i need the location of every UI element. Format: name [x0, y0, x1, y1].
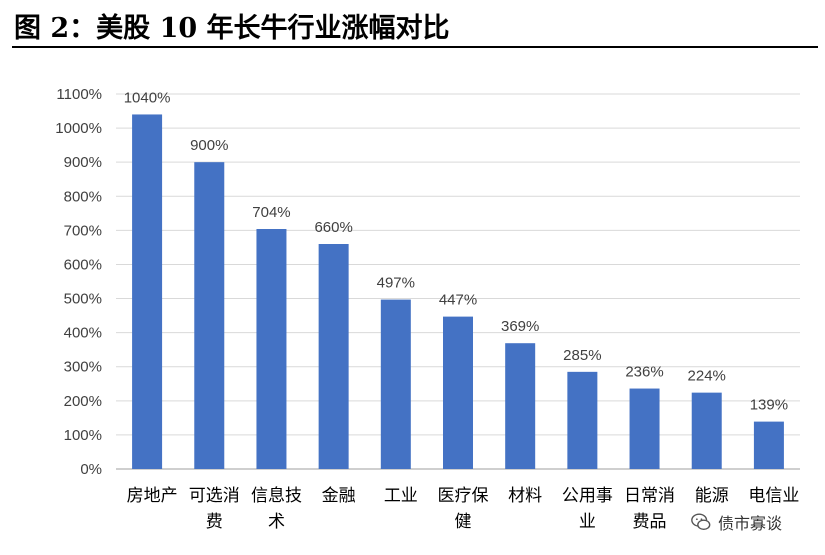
bar — [629, 388, 660, 469]
x-tick-label: 公用事 — [562, 486, 613, 506]
x-tick-label: 信息技 — [251, 486, 302, 506]
x-tick-label: 健 — [455, 512, 472, 532]
x-tick-label: 金融 — [322, 486, 356, 506]
x-tick-label: 材料 — [508, 486, 542, 506]
data-label: 369% — [501, 318, 539, 335]
data-label: 285% — [563, 347, 601, 364]
data-label: 224% — [688, 368, 726, 385]
x-tick-label: 业 — [579, 512, 596, 532]
x-tick-label: 能源 — [695, 486, 729, 506]
x-tick-label: 可选消 — [189, 486, 240, 506]
y-tick-label: 1100% — [56, 86, 102, 103]
watermark-text: 债市寡谈 — [718, 514, 783, 533]
chart-title: 图 2：美股 10 年长牛行业涨幅对比 — [14, 13, 450, 44]
bar — [194, 162, 225, 469]
bar — [505, 343, 536, 469]
data-label: 900% — [190, 137, 228, 154]
x-tick-label: 医疗保 — [438, 486, 489, 506]
data-label: 236% — [625, 364, 663, 381]
bar — [318, 244, 349, 469]
watermark: 债市寡谈 — [690, 510, 782, 534]
x-tick-label: 费 — [206, 512, 223, 532]
bar — [443, 316, 473, 469]
y-tick-label: 600% — [64, 256, 102, 273]
y-tick-label: 700% — [64, 222, 102, 239]
bar — [691, 392, 722, 469]
bar — [380, 299, 411, 469]
y-tick-label: 300% — [64, 359, 102, 376]
x-tick-label: 费品 — [633, 512, 667, 532]
bar — [567, 371, 598, 469]
y-tick-label: 100% — [64, 427, 102, 444]
data-label: 497% — [377, 275, 415, 292]
data-label: 139% — [750, 397, 788, 414]
y-tick-label: 1000% — [55, 120, 102, 137]
bar — [256, 229, 287, 469]
title-divider — [12, 46, 818, 48]
y-tick-label: 500% — [64, 291, 102, 308]
x-tick-label: 房地产 — [127, 486, 178, 506]
y-tick-label: 900% — [64, 154, 102, 171]
x-tick-label: 工业 — [384, 486, 418, 506]
data-label: 704% — [252, 204, 290, 221]
x-tick-label: 电信业 — [748, 486, 799, 506]
y-tick-label: 200% — [64, 393, 102, 410]
x-tick-label: 日常消 — [624, 486, 675, 506]
x-tick-label: 术 — [268, 512, 285, 532]
data-label: 447% — [439, 292, 477, 309]
wechat-icon — [691, 513, 711, 531]
data-label: 660% — [314, 219, 352, 236]
y-tick-label: 400% — [64, 325, 102, 342]
y-tick-label: 800% — [64, 188, 102, 205]
data-label: 1040% — [124, 89, 171, 106]
bar — [132, 114, 163, 470]
y-tick-label: 0% — [80, 461, 102, 478]
bar — [753, 421, 784, 469]
